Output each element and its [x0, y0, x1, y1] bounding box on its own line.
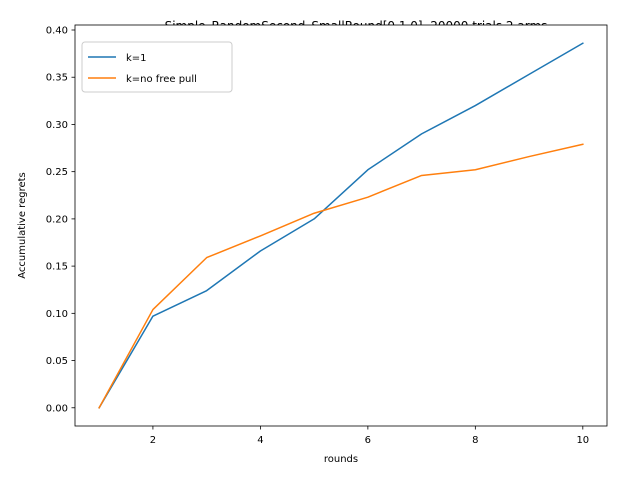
y-tick-label: 0.10	[46, 309, 68, 320]
y-tick-label: 0.00	[46, 403, 68, 414]
y-axis-ticks: 0.00 0.05 0.10 0.15 0.20 0.25 0.30 0.35 0.40	[46, 26, 75, 414]
legend-box	[81, 41, 233, 93]
legend: k=1 k=no free pull	[81, 41, 233, 93]
x-tick-label: 4	[257, 435, 263, 446]
x-tick-label: 2	[150, 435, 156, 446]
y-tick-label: 0.20	[46, 214, 68, 225]
x-tick-label: 10	[576, 435, 589, 446]
legend-label-no-free-pull: k=no free pull	[126, 74, 197, 85]
y-tick-label: 0.05	[46, 356, 68, 367]
legend-label-k1: k=1	[126, 53, 147, 64]
x-tick-label: 6	[365, 435, 371, 446]
x-axis-ticks: 2 4 6 8 10	[150, 426, 589, 446]
y-tick-label: 0.25	[46, 167, 68, 178]
x-tick-label: 8	[472, 435, 478, 446]
y-tick-label: 0.30	[46, 120, 68, 131]
plot-frame	[74, 24, 608, 427]
series-line-k1	[98, 42, 584, 409]
series-layer	[98, 42, 584, 409]
y-tick-label: 0.15	[46, 262, 68, 273]
series-line-no-free-pull	[98, 143, 584, 409]
y-tick-label: 0.40	[46, 26, 68, 37]
y-axis-label: Accumulative regrets	[17, 172, 28, 279]
x-axis-label: rounds	[324, 454, 358, 465]
y-tick-label: 0.35	[46, 73, 68, 84]
